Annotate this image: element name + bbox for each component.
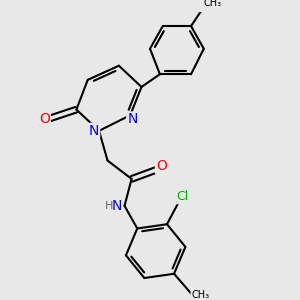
- Text: O: O: [156, 159, 167, 173]
- Text: CH₃: CH₃: [191, 290, 209, 300]
- Text: H: H: [105, 201, 113, 212]
- Text: N: N: [127, 112, 138, 127]
- Text: CH₃: CH₃: [203, 0, 221, 8]
- Text: N: N: [89, 124, 99, 138]
- Text: N: N: [111, 199, 122, 213]
- Text: O: O: [39, 112, 50, 127]
- Text: Cl: Cl: [176, 190, 188, 203]
